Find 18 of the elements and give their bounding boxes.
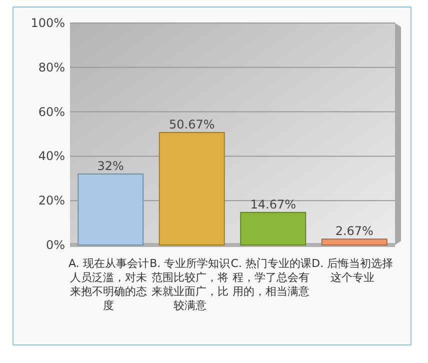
bar [240,212,306,246]
data-label: 50.67% [168,118,215,132]
x-tick-label: D. 后悔当初选择这个专业 [312,257,394,285]
bar [78,173,144,246]
bar [321,238,388,246]
x-tick-label: C. 热门专业的课程，学了总会有用的，相当满意 [230,257,312,298]
y-tick-label: 20% [38,194,65,208]
y-tick-label: 100% [30,16,65,30]
y-tick-label: 40% [38,149,65,164]
bar [158,132,225,246]
data-label: 2.67% [335,224,374,238]
x-tick-label: A. 现在从事会计人员泛滥，对未来抱不明确的态度 [67,257,150,313]
data-label: 32% [97,158,124,173]
x-tick-label: B. 专业所学知识范围比较广，将来就业面广，比较满意 [149,257,231,313]
data-label: 14.67% [250,197,296,212]
y-tick-label: 80% [38,60,65,74]
y-tick-label: 60% [38,104,65,119]
y-tick-label: 0% [46,238,65,252]
